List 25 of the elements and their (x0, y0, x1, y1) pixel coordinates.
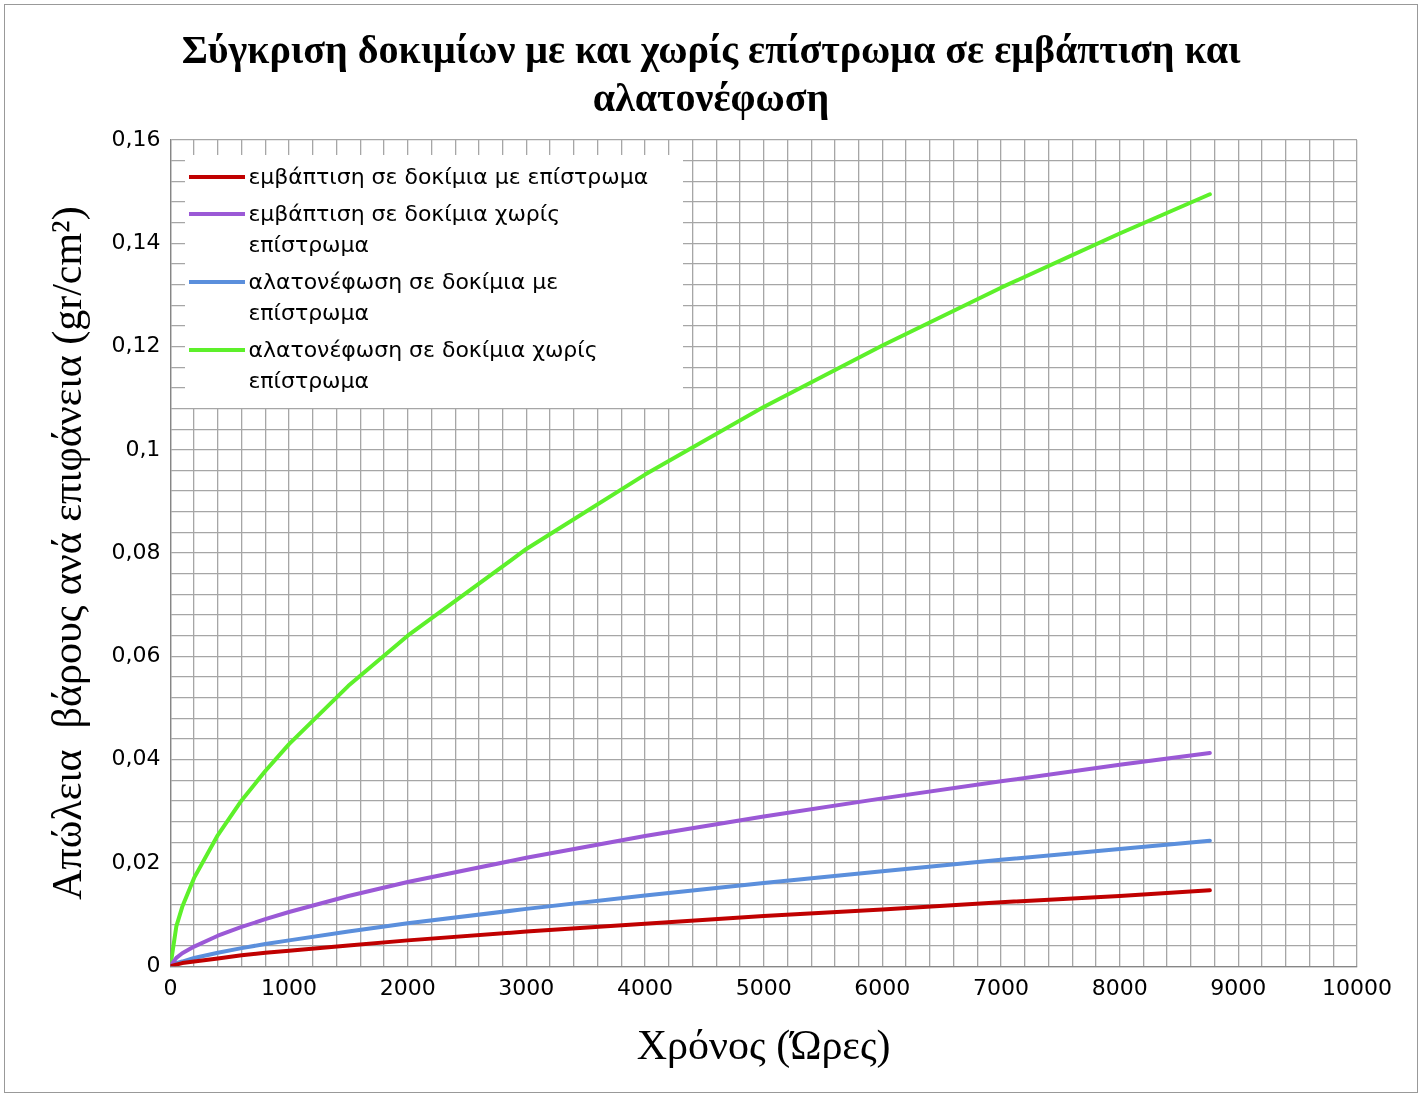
y-tick-label: 0,06 (111, 642, 161, 668)
y-tick-label: 0 (146, 951, 161, 977)
x-tick-label: 9000 (1210, 975, 1267, 1001)
x-tick-label: 6000 (854, 975, 911, 1001)
x-tick-label: 5000 (735, 975, 792, 1001)
y-axis-title: Απώλεια βάρους ανά επιφάνεια (gr/cm²) (44, 206, 92, 900)
y-tick-label: 0,14 (111, 228, 161, 254)
x-tick-label: 7000 (973, 975, 1030, 1001)
x-axis-title: Χρόνος (Ώρες) (636, 1021, 891, 1069)
legend-label: αλατονέφωση σε δοκίμια χωρίς επίστρωμα (248, 336, 599, 395)
x-tick-label: 3000 (498, 975, 555, 1001)
x-tick-label: 1000 (261, 975, 318, 1001)
x-tick-label: 10000 (1322, 975, 1392, 1001)
x-tick-label: 4000 (617, 975, 674, 1001)
y-tick-label: 0,12 (111, 332, 161, 358)
x-tick-label: 0 (163, 975, 178, 1001)
x-tick-label: 2000 (379, 975, 436, 1001)
x-tick-label: 8000 (1091, 975, 1148, 1001)
y-tick-label: 0,16 (111, 125, 161, 151)
y-tick-label: 0,1 (125, 435, 161, 461)
y-tick-label: 0,08 (111, 538, 161, 564)
chart-title: Σύγκριση δοκιμίων με και χωρίς επίστρωμα σε εμβάπτιση και αλατονέφωση (180, 26, 1242, 122)
y-tick-label: 0,04 (111, 745, 161, 771)
legend-label: εμβάπτιση σε δοκίμια με επίστρωμα (248, 163, 649, 191)
y-tick-label: 0,02 (111, 848, 161, 874)
